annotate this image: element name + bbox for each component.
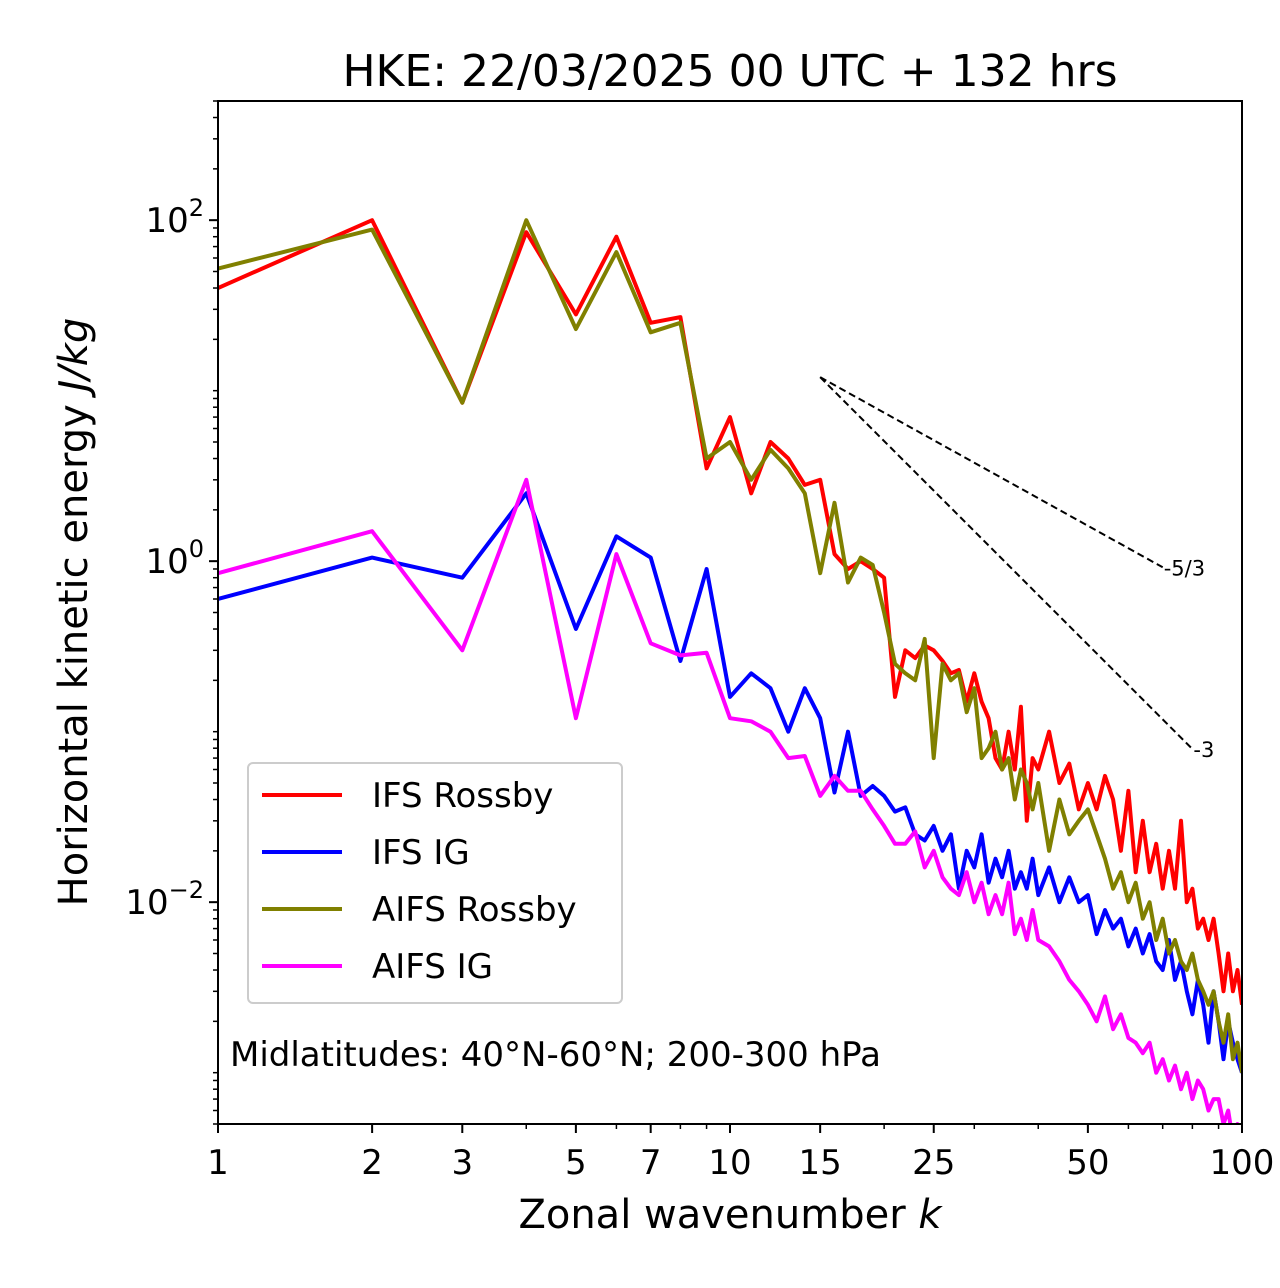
series-line-aifs-ig [218,477,1240,1124]
legend-label-aifs-ig: AIFS IG [372,947,493,987]
y-axis-label: Horizontal kinetic energy J/kg [51,318,97,907]
x-tick-label: 5 [565,1143,587,1183]
reference-slope-label: -3 [1193,738,1214,762]
x-axis: 1 2 3 5 7 10 15 25 50 100 [207,1124,1274,1183]
x-tick-label: 10 [708,1143,751,1183]
region-annotation: Midlatitudes: 40°N-60°N; 200-300 hPa [230,1035,881,1075]
series-line-ifs-ig [218,491,1242,1074]
y-axis: 10−2 100 102 [125,100,218,1125]
series-line-ifs-rossby [218,218,1242,1006]
x-tick-label: 1 [207,1143,229,1183]
series-line-aifs-rossby [218,218,1242,1073]
x-tick-label: 100 [1210,1143,1275,1183]
legend: IFS Rossby IFS IG AIFS Rossby AIFS IG [247,762,623,1004]
chart-title: HKE: 22/03/2025 00 UTC + 132 hrs [342,46,1117,97]
reference-slope-line [819,376,1164,569]
reference-slope-labels: -5/3 -3 [1164,556,1215,762]
legend-frame [247,762,623,1004]
y-tick-label: 10−2 [125,876,204,923]
y-tick-label: 100 [145,535,204,582]
x-tick-label: 7 [640,1143,662,1183]
series-lines [218,218,1242,1124]
y-tick-label: 102 [145,194,204,241]
legend-label-aifs-rossby: AIFS Rossby [372,890,577,930]
x-tick-label: 2 [361,1143,383,1183]
x-tick-label: 50 [1066,1143,1109,1183]
x-axis-label: Zonal wavenumber k [518,1192,943,1238]
reference-slopes [819,376,1194,750]
x-tick-label: 25 [912,1143,955,1183]
legend-label-ifs-rossby: IFS Rossby [372,776,553,816]
reference-slope-line [819,376,1194,750]
reference-slope-label: -5/3 [1164,556,1205,580]
x-tick-label: 3 [451,1143,473,1183]
legend-label-ifs-ig: IFS IG [372,833,470,873]
x-tick-label: 15 [799,1143,842,1183]
